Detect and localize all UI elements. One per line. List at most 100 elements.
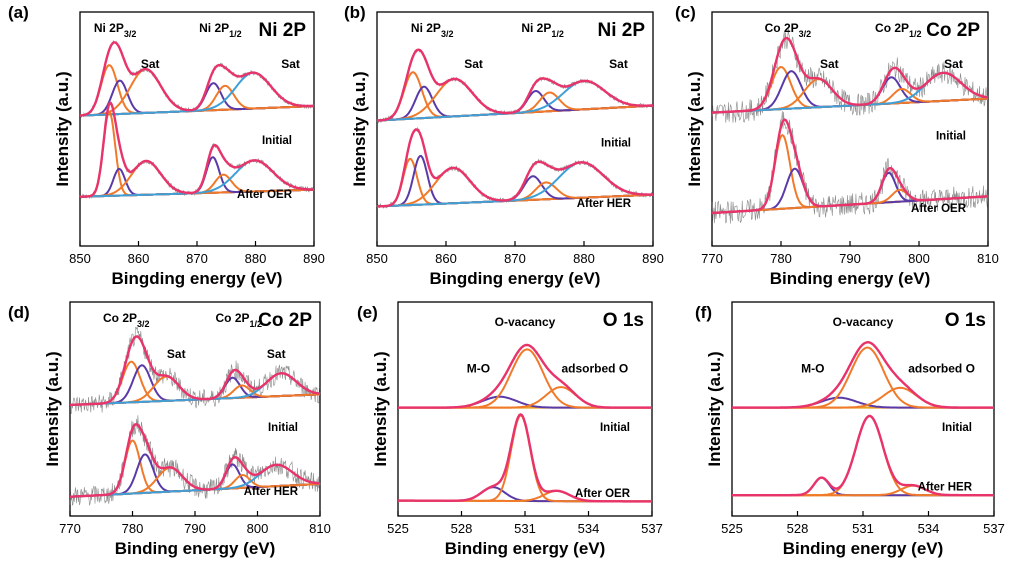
panel-label: (e)	[357, 303, 378, 322]
panel-title: Co 2P	[258, 310, 312, 331]
y-axis-label: Intensity (a.u.)	[350, 71, 369, 186]
x-axis-label: Binding energy (eV)	[445, 539, 606, 558]
fitted-envelope	[732, 414, 994, 497]
fitted-envelope	[376, 128, 653, 208]
component-peak	[712, 76, 988, 114]
y-axis-label: Intensity (a.u.)	[685, 71, 704, 186]
fitted-envelope	[79, 101, 314, 198]
x-tick-label: 770	[59, 521, 81, 536]
peak-annotation-subscript: 1/2	[551, 29, 564, 39]
condition-label: Initial	[942, 422, 972, 434]
x-tick-label: 810	[977, 251, 999, 266]
x-tick-label: 860	[435, 251, 457, 266]
component-peak	[376, 77, 654, 122]
plot-frame	[79, 11, 315, 247]
x-tick-label: 800	[247, 521, 269, 536]
component-peak	[732, 346, 994, 409]
y-axis-label: Intensity (a.u.)	[53, 71, 72, 186]
y-axis-label: Intensity (a.u.)	[43, 351, 62, 466]
x-tick-label: 870	[504, 251, 526, 266]
panel-f: 525 528 531 534 537 Binding energy (eV) Intens…	[695, 301, 1005, 558]
x-tick-label: 790	[184, 521, 206, 536]
panel-title: O 1s	[945, 310, 986, 331]
x-axis-label: Bingding energy (eV)	[112, 269, 283, 288]
peak-annotation: Sat	[944, 57, 963, 71]
plot-frame	[397, 301, 653, 517]
condition-label: After HER	[577, 198, 632, 210]
panel-title: Ni 2P	[597, 20, 645, 41]
panel-b: 850 860 870 880 890 Bingding energy (eV) Inten…	[344, 3, 664, 288]
panel-label: (c)	[675, 3, 696, 22]
peak-annotation: Sat	[267, 347, 286, 361]
peak-annotation: Sat	[167, 347, 186, 361]
peak-annotation-subscript: 1/2	[229, 29, 242, 39]
peak-annotation: Sat	[609, 57, 628, 71]
panel-d: 770 780 790 800 810 Binding energy (eV) Intens…	[8, 301, 331, 558]
x-tick-label: 537	[641, 521, 663, 536]
peak-annotation: adsorbed O	[562, 362, 629, 376]
peak-annotation-subscript: 3/2	[124, 29, 137, 39]
fitted-envelope	[70, 335, 321, 407]
x-axis-label: Bingding energy (eV)	[430, 269, 601, 288]
condition-label: Initial	[268, 422, 298, 434]
x-tick-label: 890	[303, 251, 325, 266]
peak-annotation: Co 2P1/2	[875, 21, 922, 39]
fitted-envelope	[376, 48, 653, 122]
peak-annotation: Ni 2P3/2	[94, 21, 137, 39]
peak-annotation-subscript: 1/2	[250, 319, 263, 329]
raw-spectrum	[711, 111, 989, 224]
peak-annotation: O-vacancy	[495, 315, 556, 329]
fitted-envelope	[398, 413, 652, 503]
peak-annotation: Sat	[281, 57, 300, 71]
x-tick-label: 525	[387, 521, 409, 536]
x-tick-label: 870	[186, 251, 208, 266]
component-peak	[70, 375, 320, 406]
x-tick-label: 800	[908, 251, 930, 266]
peak-annotation-subscript: 1/2	[909, 29, 922, 39]
x-tick-label: 780	[122, 521, 144, 536]
peak-annotation-subscript: 3/2	[137, 319, 150, 329]
panel-title: Ni 2P	[258, 20, 306, 41]
y-axis-label: Intensity (a.u.)	[705, 351, 724, 466]
fitted-envelope	[732, 340, 994, 409]
peak-annotation: Sat	[464, 57, 483, 71]
x-tick-label: 534	[918, 521, 940, 536]
peak-annotation: Sat	[820, 57, 839, 71]
peak-annotation: Ni 2P1/2	[521, 21, 564, 39]
condition-label: Initial	[936, 130, 966, 142]
x-tick-label: 528	[787, 521, 809, 536]
component-peak	[398, 348, 652, 409]
raw-spectrum	[69, 415, 321, 506]
x-tick-label: 534	[578, 521, 600, 536]
condition-label: Initial	[600, 422, 630, 434]
condition-label: Initial	[601, 137, 631, 149]
x-tick-label: 850	[69, 251, 91, 266]
x-tick-label: 770	[701, 251, 723, 266]
raw-spectrum	[69, 327, 321, 415]
component-peak	[376, 79, 653, 122]
panel-label: (d)	[8, 303, 30, 322]
component-peak	[70, 376, 320, 406]
x-tick-label: 890	[642, 251, 664, 266]
condition-label: After OER	[237, 189, 293, 201]
panel-e: 525 528 531 534 537 Binding energy (eV) Intens…	[357, 301, 663, 558]
panel-c: 770 780 790 800 810 Binding energy (eV) Intens…	[675, 3, 999, 288]
panel-label: (b)	[344, 3, 366, 22]
x-tick-label: 850	[366, 251, 388, 266]
x-axis-label: Binding energy (eV)	[783, 539, 944, 558]
peak-annotation: Sat	[141, 57, 160, 71]
x-tick-label: 531	[852, 521, 874, 536]
condition-label: After OER	[575, 488, 631, 500]
x-tick-label: 790	[839, 251, 861, 266]
plot-frame	[69, 301, 321, 517]
component-peak	[712, 78, 988, 114]
x-tick-label: 880	[245, 251, 267, 266]
fitted-envelope	[712, 36, 989, 114]
condition-label: After HER	[244, 486, 299, 498]
x-tick-label: 860	[128, 251, 150, 266]
component-peak	[376, 85, 654, 122]
peak-annotation: Ni 2P3/2	[411, 21, 454, 39]
x-tick-label: 525	[721, 521, 743, 536]
peak-annotation: O-vacancy	[833, 315, 894, 329]
